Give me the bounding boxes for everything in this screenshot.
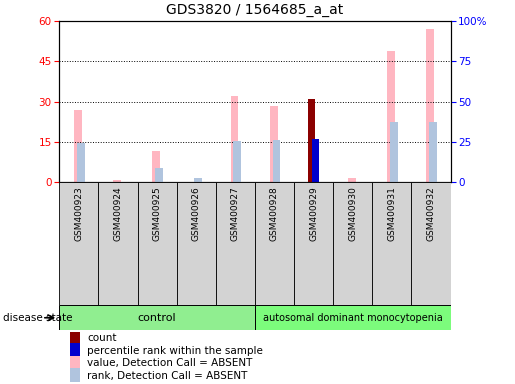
Text: percentile rank within the sample: percentile rank within the sample <box>87 346 263 356</box>
Bar <box>74 110 82 182</box>
Text: GSM400931: GSM400931 <box>387 186 397 241</box>
Text: GSM400926: GSM400926 <box>192 186 201 241</box>
Bar <box>77 143 84 182</box>
Text: GSM400923: GSM400923 <box>74 186 83 241</box>
Bar <box>270 106 278 182</box>
Bar <box>390 122 398 182</box>
Bar <box>333 182 372 305</box>
Bar <box>231 96 238 182</box>
Bar <box>98 182 138 305</box>
Text: GSM400932: GSM400932 <box>426 186 436 241</box>
Bar <box>70 368 80 383</box>
Bar <box>387 51 395 182</box>
Text: GSM400930: GSM400930 <box>348 186 357 241</box>
Bar <box>70 343 80 358</box>
Bar <box>429 122 437 182</box>
Text: rank, Detection Call = ABSENT: rank, Detection Call = ABSENT <box>87 371 247 381</box>
Text: GSM400929: GSM400929 <box>309 186 318 241</box>
Bar <box>411 182 451 305</box>
Bar <box>152 151 160 182</box>
Bar <box>155 167 163 182</box>
Bar <box>70 331 80 346</box>
Text: GSM400924: GSM400924 <box>113 186 123 241</box>
Bar <box>255 305 451 330</box>
Bar <box>59 182 98 305</box>
Text: GSM400928: GSM400928 <box>270 186 279 241</box>
Bar <box>113 180 121 182</box>
Bar <box>294 182 333 305</box>
Title: GDS3820 / 1564685_a_at: GDS3820 / 1564685_a_at <box>166 3 344 17</box>
Bar <box>194 178 202 182</box>
Bar <box>308 99 315 182</box>
Bar <box>272 140 280 182</box>
Bar <box>255 182 294 305</box>
Text: GSM400927: GSM400927 <box>231 186 240 241</box>
Bar <box>70 356 80 371</box>
Bar <box>177 182 216 305</box>
Bar <box>312 139 319 182</box>
Bar <box>59 305 255 330</box>
Text: value, Detection Call = ABSENT: value, Detection Call = ABSENT <box>87 358 252 368</box>
Text: autosomal dominant monocytopenia: autosomal dominant monocytopenia <box>263 313 443 323</box>
Bar <box>372 182 411 305</box>
Bar <box>426 29 434 182</box>
Text: disease state: disease state <box>3 313 72 323</box>
Bar <box>216 182 255 305</box>
Text: GSM400925: GSM400925 <box>152 186 162 241</box>
Bar <box>138 182 177 305</box>
Text: count: count <box>87 333 116 343</box>
Bar <box>233 141 241 182</box>
Bar <box>348 178 356 182</box>
Text: control: control <box>138 313 176 323</box>
